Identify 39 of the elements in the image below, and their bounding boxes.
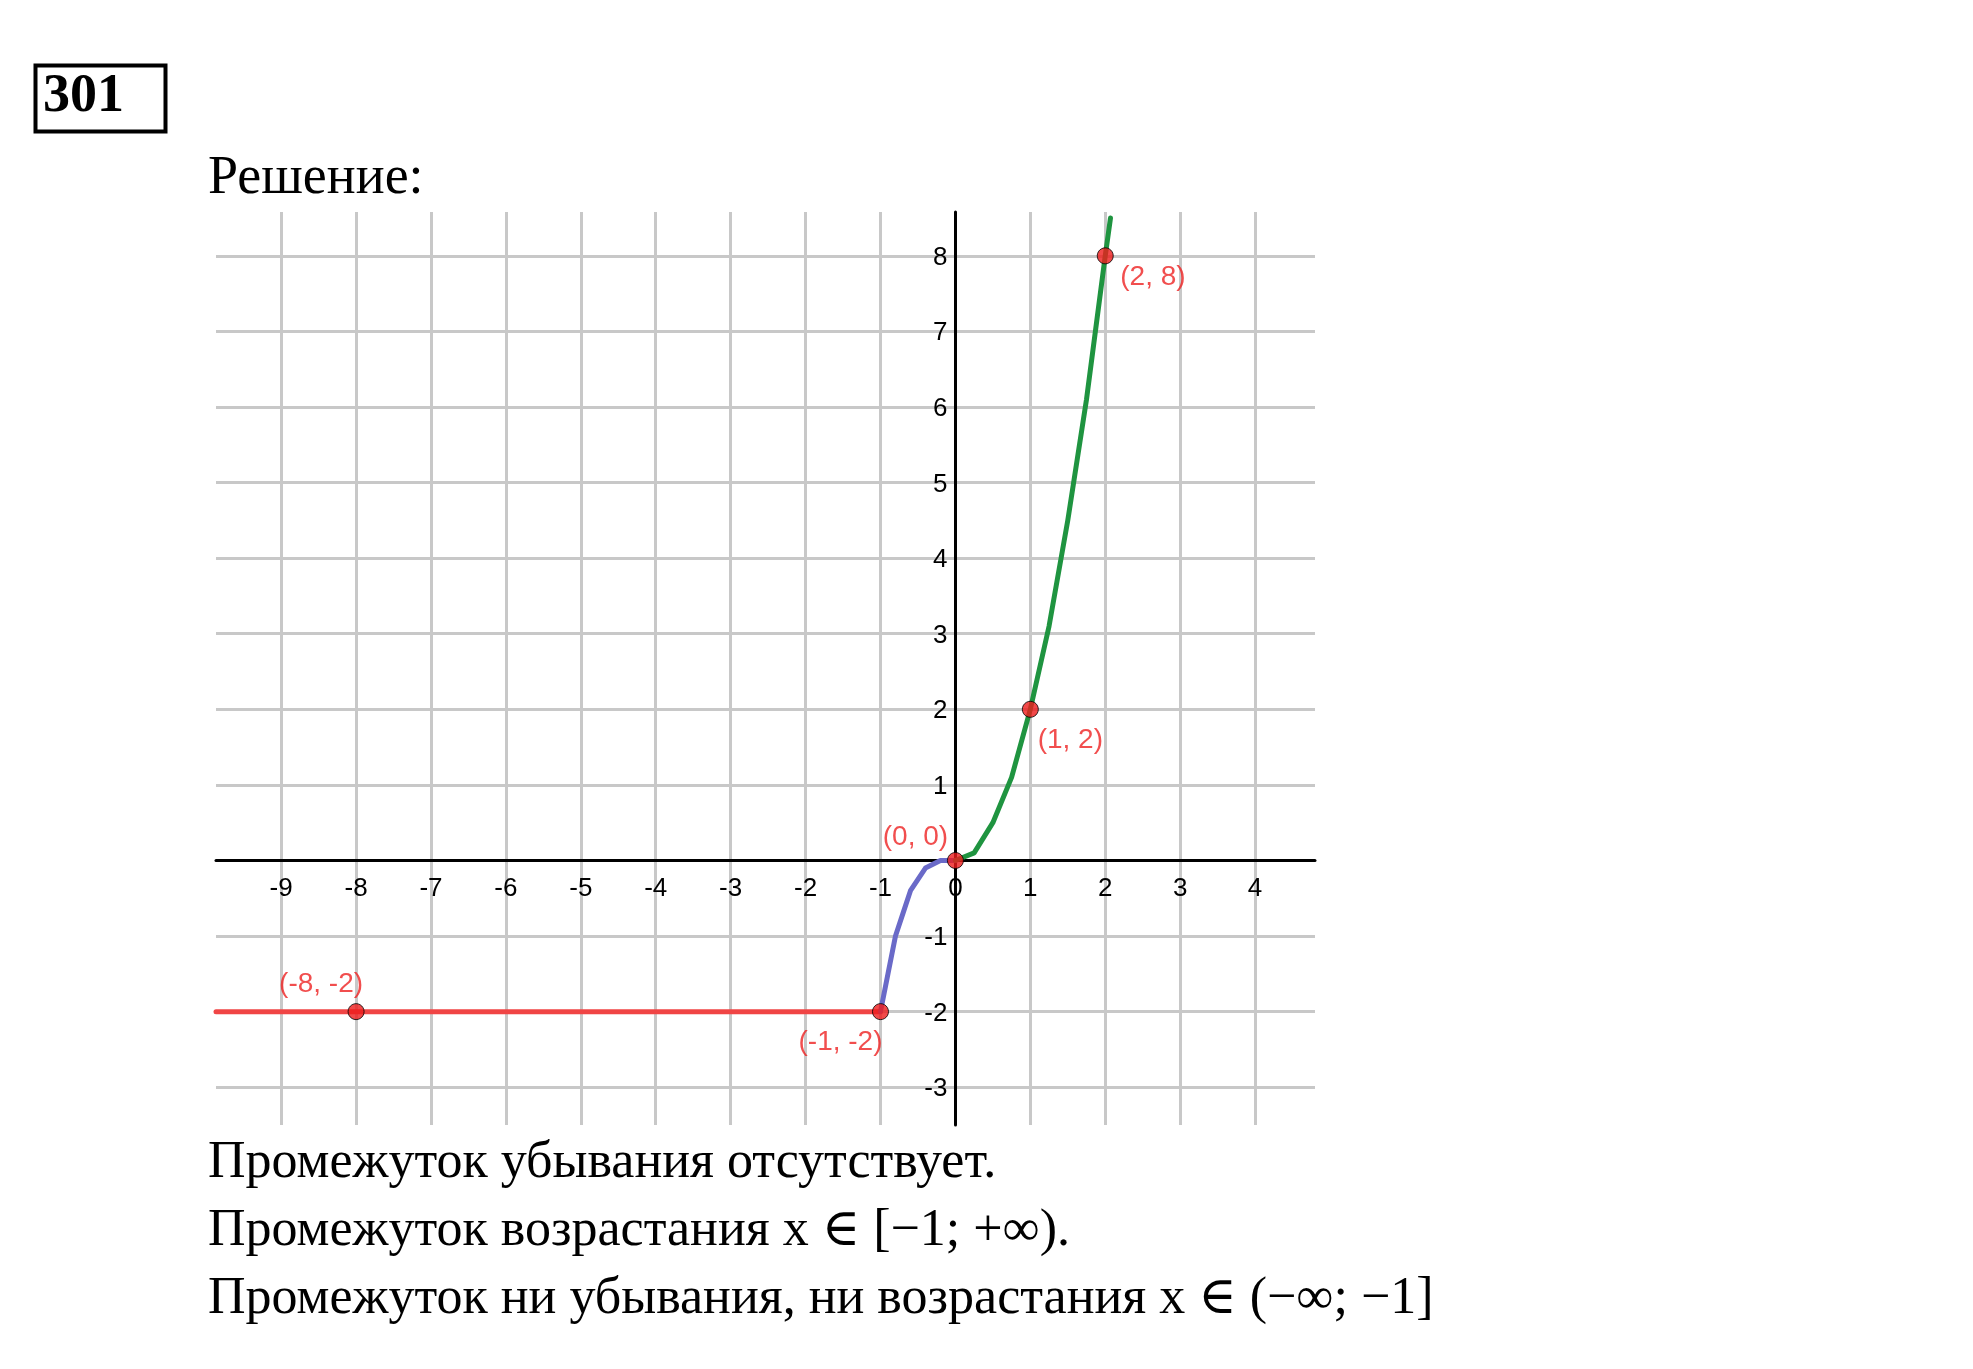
x-tick-label: -1 (868, 872, 893, 903)
y-tick-label: 8 (932, 240, 948, 271)
annotation: (-8, -2) (279, 967, 364, 999)
y-tick-label: -3 (924, 1072, 948, 1103)
y-tick-label: 7 (932, 316, 948, 347)
text: Промежуток возрастания x ∈ [−1; +∞). (208, 1198, 1070, 1257)
point (1096, 247, 1114, 265)
annotation: (2, 8) (1120, 260, 1186, 292)
x-tick-label: 4 (1247, 872, 1263, 903)
point (872, 1003, 889, 1021)
y-tick-label: -2 (924, 996, 948, 1027)
y-tick-label: 3 (932, 618, 948, 649)
x-tick-label: -2 (794, 872, 818, 903)
x-tick-label: -8 (344, 872, 368, 903)
y-tick-label: 6 (932, 391, 948, 422)
text: Промежуток ни убывания, ни возрастания x ∈ (−∞; −1] (208, 1266, 1434, 1325)
point (1021, 700, 1039, 718)
point (347, 1003, 365, 1021)
x-tick-label: -6 (494, 872, 518, 903)
annotation: (-1, -2) (798, 1025, 883, 1057)
x-tick-label: 1 (1023, 872, 1038, 903)
y-tick-label: -1 (924, 921, 948, 952)
annotation: (1, 2) (1037, 722, 1103, 754)
x-tick-label: -3 (719, 872, 743, 903)
text: 301 (43, 63, 124, 123)
text: Промежуток убывания отсутствует. (208, 1130, 997, 1188)
x-tick-label: 2 (1098, 872, 1113, 903)
x-tick-label: -9 (269, 872, 293, 903)
x-tick-label: -5 (569, 872, 593, 903)
x-tick-label: 3 (1172, 872, 1188, 903)
x-tick-label: -7 (419, 872, 443, 903)
point (946, 851, 964, 869)
y-tick-label: 4 (932, 543, 948, 574)
annotation: (0, 0) (882, 819, 949, 851)
chart-title: Решение: (208, 145, 424, 205)
y-tick-label: 2 (932, 694, 948, 725)
y-tick-label: 5 (932, 467, 948, 498)
x-tick-label: -4 (644, 872, 668, 903)
y-tick-label: 1 (932, 769, 948, 800)
